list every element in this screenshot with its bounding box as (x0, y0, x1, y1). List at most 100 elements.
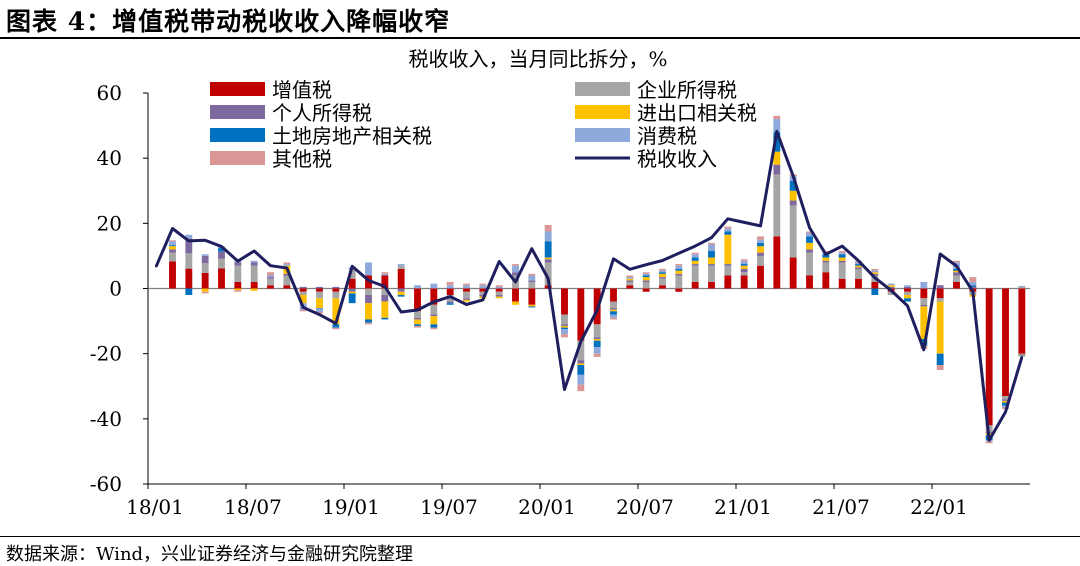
bar-segment (871, 288, 879, 296)
bar-segment (201, 291, 209, 294)
bar-segment (577, 365, 585, 375)
bar-segment (838, 257, 846, 261)
bar-segment (610, 311, 617, 315)
bar-segment (708, 251, 715, 258)
bar-segment (724, 275, 732, 289)
bar-segment (512, 288, 519, 302)
bar-segment (577, 288, 585, 341)
bar-segment (626, 275, 634, 278)
bar-segment (446, 301, 454, 304)
bar-segment (724, 226, 732, 229)
bar-segment (283, 275, 291, 286)
bar-segment (512, 264, 519, 266)
x-tick-label: 18/07 (224, 495, 282, 519)
bar-segment (838, 254, 846, 258)
line-point (1020, 356, 1024, 359)
line-point (350, 265, 354, 268)
bar-segment (332, 291, 340, 299)
bar-segment (561, 325, 568, 328)
bar-segment (397, 268, 405, 289)
legend-swatch (210, 128, 265, 142)
bar-segment (1002, 399, 1009, 401)
bar-segment (855, 262, 862, 265)
line-point (497, 260, 501, 263)
bar-segment (724, 264, 732, 266)
legend-label: 消费税 (637, 124, 697, 148)
line-group (154, 129, 1024, 442)
bar-segment (544, 262, 552, 286)
bar-segment (822, 260, 830, 263)
legend-swatch (575, 82, 630, 96)
bar-segment (218, 248, 225, 252)
bar-segment (250, 281, 258, 289)
bar-segment (512, 265, 519, 273)
bar-segment (789, 190, 797, 201)
bar-segment (299, 288, 307, 292)
bar-segment (789, 257, 797, 289)
bar-segment (1018, 353, 1026, 355)
bar-segment (740, 260, 748, 265)
bar-segment (169, 240, 176, 242)
legend-label: 企业所得税 (637, 78, 737, 102)
bar-segment (659, 273, 666, 278)
line-point (710, 236, 713, 239)
bar-segment (838, 262, 846, 279)
bar-segment (463, 288, 470, 292)
bar-segment (904, 291, 911, 296)
x-tick-label: 20/07 (616, 495, 674, 519)
line-point (367, 279, 370, 282)
bar-segment (953, 275, 960, 282)
bar-segment (610, 288, 617, 302)
bar-segment (936, 353, 944, 366)
bar-segment (887, 291, 895, 296)
bar-segment (299, 295, 307, 304)
chart-title: 税收收入，当月同比拆分，% (408, 47, 667, 71)
bar-segment (332, 327, 340, 330)
bar-segment (806, 242, 813, 250)
bar-segment (234, 265, 242, 282)
line-point (791, 174, 795, 178)
bar-segment (495, 286, 503, 289)
bar-segment (479, 285, 487, 289)
bar-segment (544, 257, 552, 260)
bar-segment (691, 281, 699, 289)
bar-segment (659, 277, 666, 279)
bar-segment (724, 228, 732, 232)
bar-segment (430, 283, 438, 289)
bar-segment (381, 273, 389, 276)
bar-segment (724, 234, 732, 265)
bar-segment (185, 288, 193, 296)
bar-segment (316, 298, 323, 309)
bar-segment (479, 288, 487, 292)
bar-segment (316, 311, 323, 314)
bar-segment (299, 286, 307, 289)
bar-segment (201, 288, 209, 292)
line-point (693, 244, 697, 248)
bar-segment (365, 262, 372, 276)
bar-segment (806, 236, 813, 243)
x-tick-label: 21/01 (714, 495, 772, 519)
bar-segment (512, 301, 519, 305)
bar-segment (381, 272, 389, 274)
bar-segment (201, 263, 209, 273)
bar-segment (773, 151, 781, 165)
line-point (808, 226, 811, 229)
bar-segment (642, 281, 650, 289)
bar-segment (250, 262, 258, 266)
bar-segment (544, 224, 552, 232)
bar-segment (626, 281, 634, 286)
bar-segment (446, 303, 454, 305)
bar-segment (789, 200, 797, 206)
bar-segment (381, 275, 389, 289)
bar-segment (1002, 396, 1009, 400)
bar-segment (773, 164, 781, 175)
bar-segment (430, 327, 438, 330)
bar-segment (577, 363, 585, 366)
bar-segment (740, 272, 748, 276)
bar-segment (920, 288, 928, 299)
line-point (955, 264, 958, 268)
bar-segment (610, 317, 617, 320)
bar-segment (724, 265, 732, 276)
bar-segment (348, 268, 356, 279)
line-point (661, 259, 664, 262)
